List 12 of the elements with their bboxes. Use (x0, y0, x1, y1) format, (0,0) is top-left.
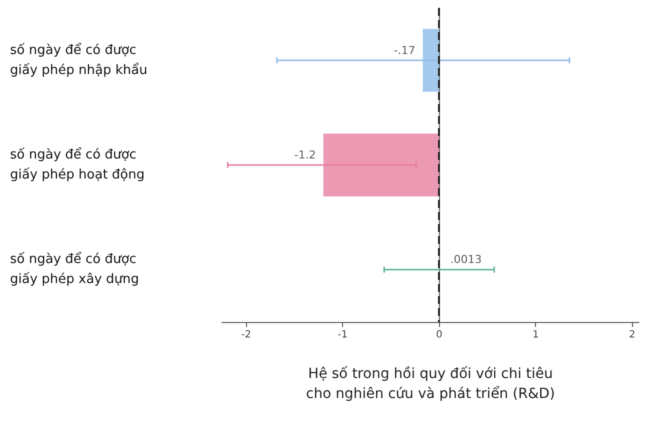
data-label: -.17 (394, 44, 416, 57)
x-tick-label: -1 (338, 330, 348, 340)
data-label: .0013 (450, 253, 482, 266)
y-tick-label: số ngày để có được giấy phép nhập khẩu (10, 42, 148, 78)
x-tick-label: 1 (532, 330, 539, 340)
data-label: -1.2 (294, 148, 316, 162)
x-tick-label: 0 (436, 330, 442, 340)
y-tick-label: số ngày để có được giấy phép hoạt động (10, 146, 145, 182)
y-tick-label: số ngày để có được giấy phép xây dựng (10, 251, 139, 288)
x-tick-label: -2 (241, 330, 252, 340)
x-tick-label: 2 (629, 330, 636, 340)
x-axis-title: Hệ số trong hồi quy đối với chi tiêu cho nghiên cứu và phát triển (R&D) (306, 366, 555, 402)
